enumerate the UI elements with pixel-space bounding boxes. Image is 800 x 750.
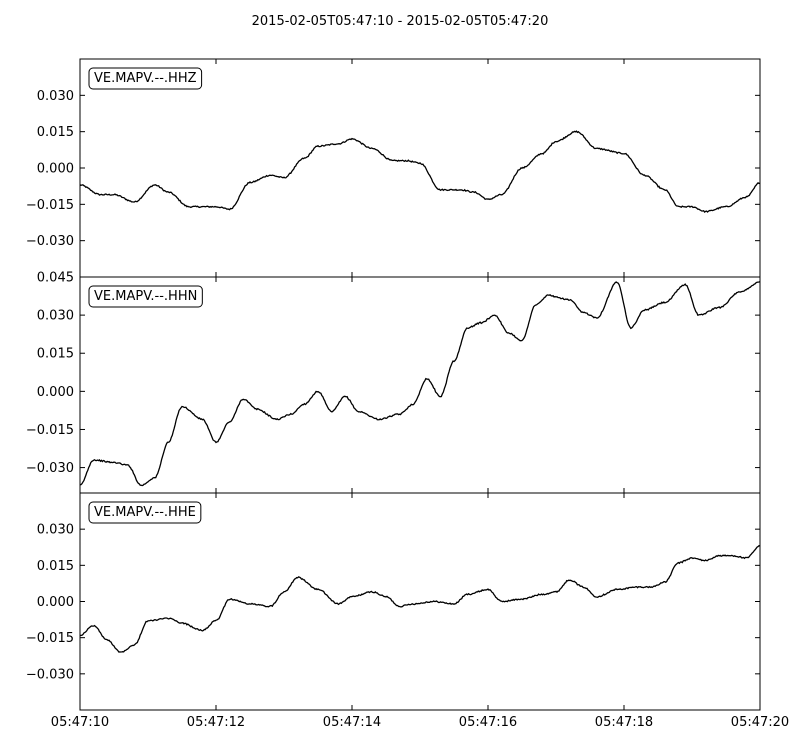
x-tick-label: 05:47:20 (731, 715, 789, 730)
y-tick-label: 0.015 (37, 125, 74, 140)
legend: VE.MAPV.--.HHE (88, 501, 202, 524)
panel-1: −0.030 −0.015 0.000 0.015 0.030 VE.MAPV.--.HH… (26, 58, 761, 278)
legend: VE.MAPV.--.HHZ (88, 67, 203, 90)
legend: VE.MAPV.--.HHN (88, 285, 203, 308)
y-tick-label: 0.000 (37, 385, 74, 400)
legend-box (88, 501, 202, 524)
y-tick-label: −0.015 (26, 423, 74, 438)
trace-line (79, 130, 761, 214)
panel-3: −0.030 −0.015 0.000 0.015 0.030 VE.MAPV.--.HH… (26, 492, 761, 711)
trace-line (79, 281, 761, 487)
axes-frame (79, 492, 761, 711)
x-tick-label: 05:47:14 (323, 715, 381, 730)
legend-box (88, 67, 203, 90)
x-tick-label: 05:47:10 (51, 715, 109, 730)
y-tick-label: −0.015 (26, 198, 74, 213)
y-tick-label: −0.015 (26, 631, 74, 646)
y-tick-label: 0.030 (37, 309, 74, 324)
x-tick-label: 05:47:12 (187, 715, 245, 730)
legend-box (88, 285, 203, 308)
x-tick-label: 05:47:18 (595, 715, 653, 730)
panels: −0.030 −0.015 0.000 0.015 0.030 VE.MAPV.--.HH… (26, 58, 761, 711)
legend-label: VE.MAPV.--.HHE (94, 505, 196, 520)
legend-label: VE.MAPV.--.HHN (94, 289, 197, 304)
x-tick-label: 05:47:16 (459, 715, 517, 730)
y-tick-label: 0.015 (37, 347, 74, 362)
legend-label: VE.MAPV.--.HHZ (94, 71, 197, 86)
y-tick-label: 0.030 (37, 523, 74, 538)
panel-2: −0.030 −0.015 0.000 0.015 0.030 0.045 VE.MAPV.… (26, 271, 761, 494)
axes-frame (79, 58, 761, 278)
y-tick-label: −0.030 (26, 234, 74, 249)
y-tick-label: 0.000 (37, 595, 74, 610)
x-axis-ticks: 05:47:10 05:47:12 05:47:14 05:47:16 05:47:18… (51, 715, 789, 730)
chart-title: 2015-02-05T05:47:10 - 2015-02-05T05:47:2… (252, 14, 549, 29)
axes-frame (79, 276, 761, 494)
y-tick-label: 0.000 (37, 162, 74, 177)
y-tick-label: 0.045 (37, 271, 74, 286)
y-tick-label: −0.030 (26, 667, 74, 682)
trace-line (79, 544, 761, 653)
y-tick-label: 0.030 (37, 89, 74, 104)
y-tick-label: −0.030 (26, 461, 74, 476)
y-tick-label: 0.015 (37, 559, 74, 574)
